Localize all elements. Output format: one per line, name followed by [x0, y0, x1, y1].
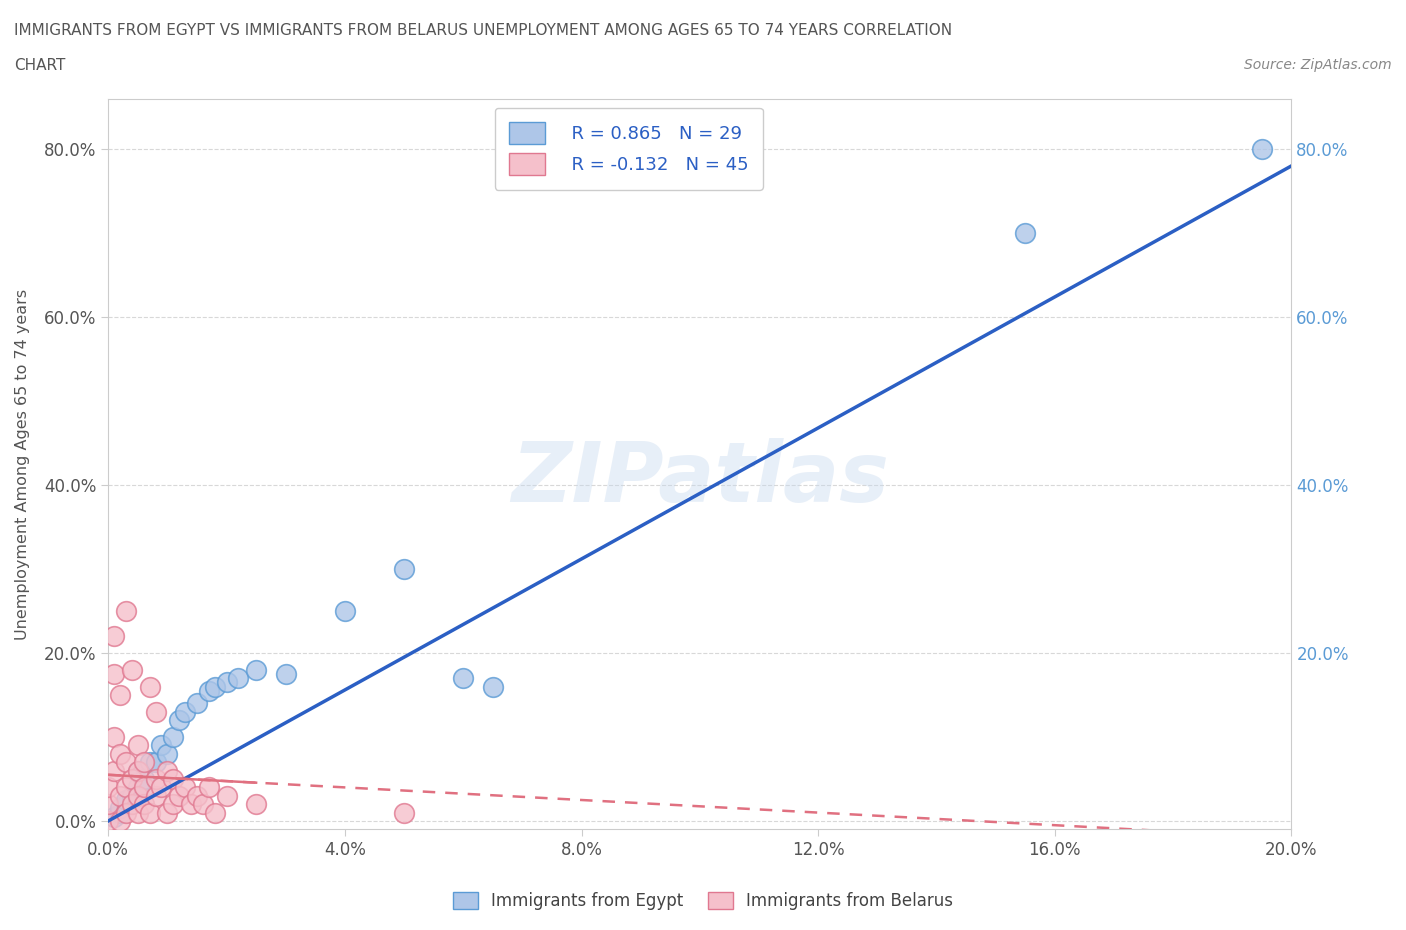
Point: [150, 738, 173, 753]
Point: [215, 789, 238, 804]
Point: [127, 738, 149, 753]
Point: [127, 805, 149, 820]
Point: [174, 704, 197, 719]
Point: [451, 671, 474, 685]
Point: [167, 712, 190, 727]
Point: [127, 764, 149, 778]
Text: ZIPatlas: ZIPatlas: [510, 438, 889, 519]
Point: [333, 604, 356, 618]
Point: [121, 662, 143, 677]
Point: [191, 797, 214, 812]
Point: [115, 780, 138, 795]
Point: [97, 814, 120, 829]
Y-axis label: Unemployment Among Ages 65 to 74 years: Unemployment Among Ages 65 to 74 years: [15, 288, 30, 640]
Point: [103, 764, 125, 778]
Point: [156, 764, 179, 778]
Point: [174, 780, 197, 795]
Point: [108, 789, 131, 804]
Point: [145, 772, 167, 787]
Point: [138, 805, 160, 820]
Point: [97, 780, 120, 795]
Point: [97, 797, 120, 812]
Point: [108, 805, 131, 820]
Point: [145, 755, 167, 770]
Point: [162, 797, 184, 812]
Point: [145, 789, 167, 804]
Point: [115, 805, 138, 820]
Point: [108, 801, 131, 816]
Point: [204, 679, 226, 694]
Point: [103, 667, 125, 682]
Point: [127, 780, 149, 795]
Point: [150, 780, 173, 795]
Point: [162, 772, 184, 787]
Point: [228, 671, 250, 685]
Point: [245, 797, 267, 812]
Point: [186, 789, 208, 804]
Point: [132, 755, 155, 770]
Point: [392, 805, 415, 820]
Point: [156, 747, 179, 762]
Point: [156, 805, 179, 820]
Point: [481, 679, 503, 694]
Point: [162, 729, 184, 744]
Point: [167, 789, 190, 804]
Point: [108, 814, 131, 829]
Point: [103, 809, 125, 824]
Point: [1250, 141, 1272, 156]
Point: [103, 629, 125, 644]
Point: [132, 772, 155, 787]
Point: [145, 704, 167, 719]
Point: [108, 747, 131, 762]
Point: [115, 792, 138, 807]
Point: [121, 797, 143, 812]
Point: [115, 604, 138, 618]
Point: [186, 696, 208, 711]
Point: [138, 755, 160, 770]
Text: CHART: CHART: [14, 58, 66, 73]
Point: [197, 780, 219, 795]
Point: [115, 797, 138, 812]
Point: [245, 662, 267, 677]
Text: IMMIGRANTS FROM EGYPT VS IMMIGRANTS FROM BELARUS UNEMPLOYMENT AMONG AGES 65 TO 7: IMMIGRANTS FROM EGYPT VS IMMIGRANTS FROM…: [14, 23, 952, 38]
Point: [392, 562, 415, 577]
Point: [132, 797, 155, 812]
Legend: Immigrants from Egypt, Immigrants from Belarus: Immigrants from Egypt, Immigrants from B…: [446, 885, 960, 917]
Point: [127, 789, 149, 804]
Point: [121, 789, 143, 804]
Point: [115, 755, 138, 770]
Point: [1014, 226, 1036, 241]
Point: [103, 729, 125, 744]
Point: [127, 764, 149, 778]
Point: [138, 679, 160, 694]
Point: [108, 687, 131, 702]
Point: [197, 684, 219, 698]
Point: [204, 805, 226, 820]
Point: [274, 667, 297, 682]
Point: [215, 675, 238, 690]
Point: [121, 772, 143, 787]
Point: [180, 797, 202, 812]
Point: [132, 780, 155, 795]
Text: Source: ZipAtlas.com: Source: ZipAtlas.com: [1244, 58, 1392, 72]
Legend:   R = 0.865   N = 29,   R = -0.132   N = 45: R = 0.865 N = 29, R = -0.132 N = 45: [495, 108, 763, 190]
